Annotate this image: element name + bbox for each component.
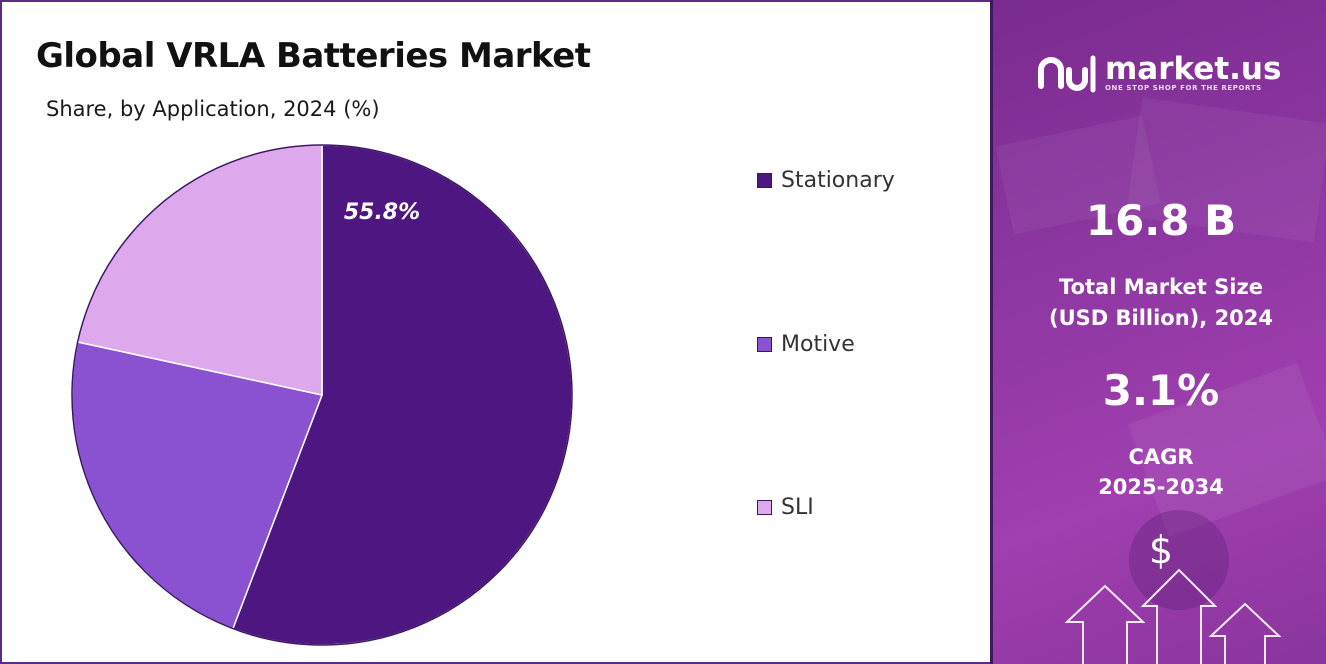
dollar-icon: $ xyxy=(1148,528,1174,572)
cagr-value: 3.1% xyxy=(1102,366,1220,415)
pie-outline xyxy=(71,144,573,646)
cagr-period: 2025-2034 xyxy=(1098,475,1224,499)
pie-chart: 55.8% xyxy=(71,144,573,646)
pie-data-label-stationary: 55.8% xyxy=(344,200,420,225)
summary-sidebar: market.us ONE STOP SHOP FOR THE REPORTS … xyxy=(990,0,1326,664)
chart-title: Global VRLA Batteries Market xyxy=(36,36,591,76)
legend-item-sli: SLI xyxy=(757,495,814,520)
background-decoration xyxy=(995,97,1326,610)
brand-logo: market.us ONE STOP SHOP FOR THE REPORTS xyxy=(1037,50,1281,96)
market-size-value: 16.8 B xyxy=(1085,196,1237,245)
brand-tagline: ONE STOP SHOP FOR THE REPORTS xyxy=(1105,84,1262,92)
legend-label-motive: Motive xyxy=(781,332,855,357)
market-size-label-line2: (USD Billion), 2024 xyxy=(1048,306,1274,330)
legend-swatch-motive xyxy=(757,337,772,352)
legend-label-stationary: Stationary xyxy=(781,168,895,193)
legend-item-stationary: Stationary xyxy=(757,168,895,193)
legend-swatch-sli xyxy=(757,500,772,515)
chart-panel: Global VRLA Batteries Market Share, by A… xyxy=(0,0,990,664)
market-us-logo-icon xyxy=(1038,55,1096,93)
chart-subtitle: Share, by Application, 2024 (%) xyxy=(46,97,380,121)
brand-name: market.us xyxy=(1105,51,1282,87)
legend-swatch-stationary xyxy=(757,173,772,188)
cagr-label: CAGR xyxy=(1128,445,1194,469)
legend-item-motive: Motive xyxy=(757,332,855,357)
market-size-label-line1: Total Market Size xyxy=(1059,275,1263,299)
growth-arrows-icon xyxy=(1064,568,1282,664)
legend-label-sli: SLI xyxy=(781,495,814,520)
